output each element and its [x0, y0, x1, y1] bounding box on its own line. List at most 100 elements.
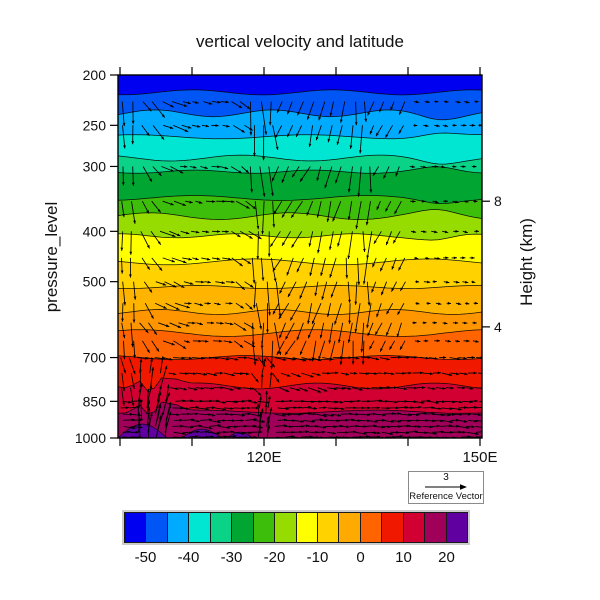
vector-arrowhead: [271, 192, 274, 197]
vector-arrowhead: [167, 392, 170, 396]
contour-line: [118, 309, 482, 315]
contour-band: [118, 377, 482, 414]
vector-arrowhead: [168, 411, 172, 416]
vector-arrowhead: [185, 231, 190, 235]
vector-arrowhead: [385, 399, 389, 403]
vector-arrowhead: [211, 321, 215, 325]
vector-arrowhead: [150, 358, 153, 362]
vector-arrow: [347, 231, 353, 260]
vector-arrowhead: [158, 172, 162, 176]
colorbar-cell: [166, 513, 189, 542]
vector-arrow: [252, 322, 254, 346]
vector-arrowhead: [240, 419, 244, 422]
vector-arrow: [268, 166, 274, 197]
vector-arrowhead: [283, 418, 288, 422]
vector-arrowhead: [276, 379, 280, 383]
vector-arrow: [260, 101, 267, 135]
vector-arrowhead: [187, 125, 192, 129]
vector-arrowhead: [291, 435, 295, 438]
vector-arrowhead: [374, 372, 378, 375]
vector-arrowhead: [212, 406, 216, 410]
vector-arrowhead: [279, 334, 282, 339]
vector-arrowhead: [434, 165, 438, 168]
vector-arrowhead: [354, 122, 358, 126]
vector-arrowhead: [474, 301, 478, 305]
vector-arrowhead: [322, 425, 327, 429]
vector-arrowhead: [412, 230, 417, 234]
colorbar-cell: [445, 513, 467, 542]
vector-arrowhead: [434, 357, 438, 360]
vector-arrow: [366, 303, 372, 329]
vector-arrowhead: [146, 266, 150, 270]
vector-arrowhead: [466, 100, 470, 104]
vector-arrowhead: [432, 387, 436, 390]
vector-arrowhead: [324, 184, 328, 189]
vector-arrowhead: [147, 421, 151, 425]
vector-arrowhead: [394, 386, 398, 389]
vector-arrowhead: [146, 349, 150, 353]
contour-band: [118, 355, 482, 391]
vector-arrowhead: [184, 129, 189, 132]
vector-arrowhead: [229, 322, 234, 326]
vector-arrowhead: [316, 214, 320, 218]
vector-arrowhead: [484, 400, 487, 403]
vector-arrowhead: [260, 408, 264, 412]
vector-arrowhead: [304, 388, 308, 392]
colorbar: [122, 510, 470, 545]
vector-arrowhead: [209, 426, 213, 430]
vector-arrowhead: [359, 150, 362, 154]
vector-arrow: [151, 101, 166, 118]
colorbar-tick-label: -50: [134, 549, 157, 566]
vector-arrowhead: [380, 267, 383, 272]
vector-arrowhead: [132, 319, 136, 323]
vector-arrowhead: [474, 399, 478, 403]
vector-arrowhead: [122, 402, 125, 406]
vector-arrowhead: [411, 165, 416, 169]
vector-arrowhead: [348, 387, 352, 390]
vector-arrowhead: [334, 407, 338, 410]
vector-arrowhead: [262, 157, 265, 161]
vector-arrowhead: [250, 189, 254, 193]
vector-arrow: [355, 281, 358, 305]
vector-arrow: [260, 257, 264, 281]
vector-arrowhead: [200, 386, 205, 390]
vector-arrowhead: [354, 301, 358, 305]
vector-arrowhead: [328, 340, 332, 344]
vector-arrowhead: [462, 430, 466, 434]
vector-arrowhead: [471, 425, 475, 429]
vector-arrow: [306, 101, 315, 120]
vector-arrowhead: [256, 225, 260, 230]
vector-arrowhead: [347, 188, 351, 193]
vector-arrowhead: [414, 356, 418, 359]
vector-arrowhead: [246, 106, 251, 110]
vector-arrowhead: [463, 124, 467, 127]
contour-line: [118, 329, 482, 337]
vector-arrowhead: [242, 327, 247, 331]
vector-arrowhead: [484, 420, 487, 423]
vector-arrowhead: [296, 268, 300, 273]
vector-arrowhead: [423, 165, 427, 169]
vector-arrowhead: [300, 178, 303, 182]
vector-arrowhead: [354, 329, 358, 333]
vector-arrowhead: [140, 383, 143, 387]
vector-arrowhead: [234, 425, 238, 429]
reference-vector-value: 3: [443, 472, 449, 484]
vector-arrowhead: [247, 261, 251, 264]
vector-arrowhead: [363, 425, 367, 428]
vector-arrow: [307, 303, 313, 325]
vector-arrowhead: [282, 242, 285, 246]
vector-arrowhead: [249, 132, 253, 136]
vector-arrowhead: [373, 412, 377, 416]
vector-arrowhead: [296, 336, 300, 341]
vector-arrow: [281, 200, 293, 218]
vector-arrow: [140, 399, 143, 421]
vector-arrowhead: [253, 152, 256, 157]
vector-arrowhead: [147, 401, 150, 405]
axis-tick-labels: 120E 150E 200 250 300 400 500 700 850 1000 8 4: [75, 67, 502, 466]
vector-arrowhead: [196, 124, 201, 128]
y-tick-label: 1000: [75, 430, 106, 446]
vector-arrowhead: [183, 260, 187, 264]
vector-arrowhead: [414, 386, 418, 390]
vector-arrowhead: [323, 406, 327, 410]
vector-arrowhead: [187, 412, 191, 416]
